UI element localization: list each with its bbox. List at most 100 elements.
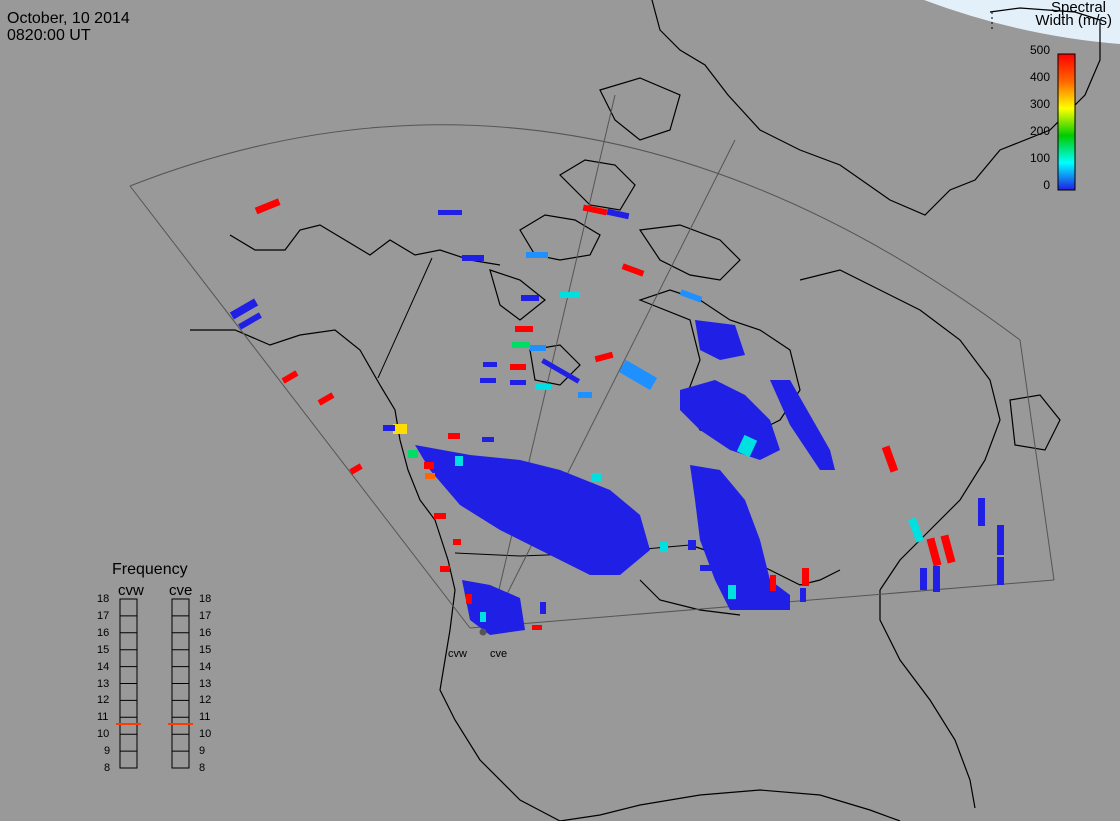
echo <box>736 434 758 458</box>
echo <box>455 456 463 466</box>
fov-outline <box>129 94 1055 629</box>
frequency-tick-left: 13 <box>97 677 110 690</box>
echo <box>978 498 985 526</box>
colorbar-tick: 0 <box>1043 178 1050 192</box>
echo <box>453 539 461 545</box>
echo <box>679 289 703 303</box>
echo <box>908 517 924 543</box>
frequency-tick-right: 10 <box>199 728 212 741</box>
frequency-title: Frequency <box>112 561 188 578</box>
echo <box>480 378 496 383</box>
coastlines <box>190 0 1101 821</box>
frequency-tick-left: 10 <box>97 728 110 741</box>
echo <box>317 392 335 406</box>
echo <box>462 255 484 261</box>
frequency-tick-right: 16 <box>199 626 212 639</box>
frequency-tick-left: 12 <box>97 694 110 707</box>
echo <box>540 602 546 614</box>
echo <box>800 588 806 602</box>
frequency-ladder-gridlines <box>120 615 189 752</box>
echo <box>349 463 363 475</box>
frequency-tick-left: 8 <box>104 762 111 774</box>
echo <box>254 198 281 215</box>
echo <box>483 362 497 367</box>
frequency-tick-right: 11 <box>199 711 211 724</box>
frequency-tick-left: 16 <box>97 626 110 639</box>
echo <box>510 364 526 370</box>
echo <box>521 295 539 301</box>
echo <box>526 252 548 258</box>
echo <box>530 345 546 351</box>
echo <box>541 358 581 384</box>
echo <box>408 450 418 458</box>
colorbar-tick: 100 <box>1029 151 1050 165</box>
ice-region <box>924 0 1120 44</box>
frequency-tick-left: 15 <box>97 643 110 656</box>
colorbar-title-line1: Spectral <box>1050 0 1106 16</box>
echo <box>802 568 809 586</box>
echo <box>591 473 601 481</box>
echo <box>281 370 299 384</box>
frequency-tick-right: 15 <box>199 643 212 656</box>
echo <box>933 566 940 592</box>
echo <box>770 575 776 591</box>
echo <box>532 625 542 630</box>
echo <box>688 540 696 550</box>
echo <box>438 210 462 215</box>
echo <box>560 292 580 298</box>
echo <box>660 542 668 552</box>
echo <box>434 513 446 519</box>
echo <box>393 424 407 434</box>
colorbar-tick: 400 <box>1029 70 1050 84</box>
echo <box>440 566 450 572</box>
echo <box>920 568 927 590</box>
frequency-tick-right: 13 <box>199 677 212 690</box>
echo <box>618 359 658 391</box>
echo <box>466 594 472 604</box>
echo <box>424 462 434 469</box>
echo <box>383 425 395 431</box>
echo <box>881 445 899 473</box>
frequency-tick-left: 9 <box>104 745 111 758</box>
site-label-cve: cve <box>490 648 508 660</box>
echo <box>997 557 1004 585</box>
echo <box>728 585 736 599</box>
echo <box>700 565 716 571</box>
echo <box>238 312 262 330</box>
echo <box>926 537 942 567</box>
echo <box>515 326 533 332</box>
colorbar-tick: 200 <box>1029 124 1050 138</box>
colorbar-tick: 300 <box>1029 97 1050 111</box>
radar-site-marker <box>479 628 487 636</box>
frequency-tick-right: 14 <box>199 660 212 673</box>
frequency-tick-left: 14 <box>97 660 110 673</box>
echo <box>480 612 486 622</box>
echo <box>940 534 956 564</box>
frequency-tick-right: 8 <box>199 762 206 774</box>
echo <box>482 437 494 442</box>
echo <box>229 298 259 320</box>
echo <box>535 384 551 390</box>
frequency-tick-left: 18 <box>97 593 110 605</box>
echo <box>621 263 645 277</box>
echo <box>512 342 530 348</box>
frequency-tick-left: 17 <box>97 609 110 622</box>
echo <box>578 392 592 398</box>
frequency-radar-cvw-label: cvw <box>118 582 144 599</box>
time-label: 0820:00 UT <box>7 27 91 44</box>
frequency-tick-left: 11 <box>97 711 109 724</box>
frequency-tick-right: 12 <box>199 694 212 707</box>
spectral-width-colorbar <box>1057 53 1076 191</box>
frequency-tick-right: 18 <box>199 593 212 605</box>
frequency-tick-right: 17 <box>199 609 212 622</box>
date-label: October, 10 2014 <box>7 10 130 27</box>
echo <box>448 433 460 439</box>
colorbar-tick: 500 <box>1029 43 1050 57</box>
site-label-cvw: cvw <box>448 648 467 660</box>
frequency-radar-cve-label: cve <box>169 582 193 599</box>
echo <box>582 204 608 216</box>
echoes-scattered <box>229 198 1004 630</box>
frequency-tick-right: 9 <box>199 745 206 758</box>
